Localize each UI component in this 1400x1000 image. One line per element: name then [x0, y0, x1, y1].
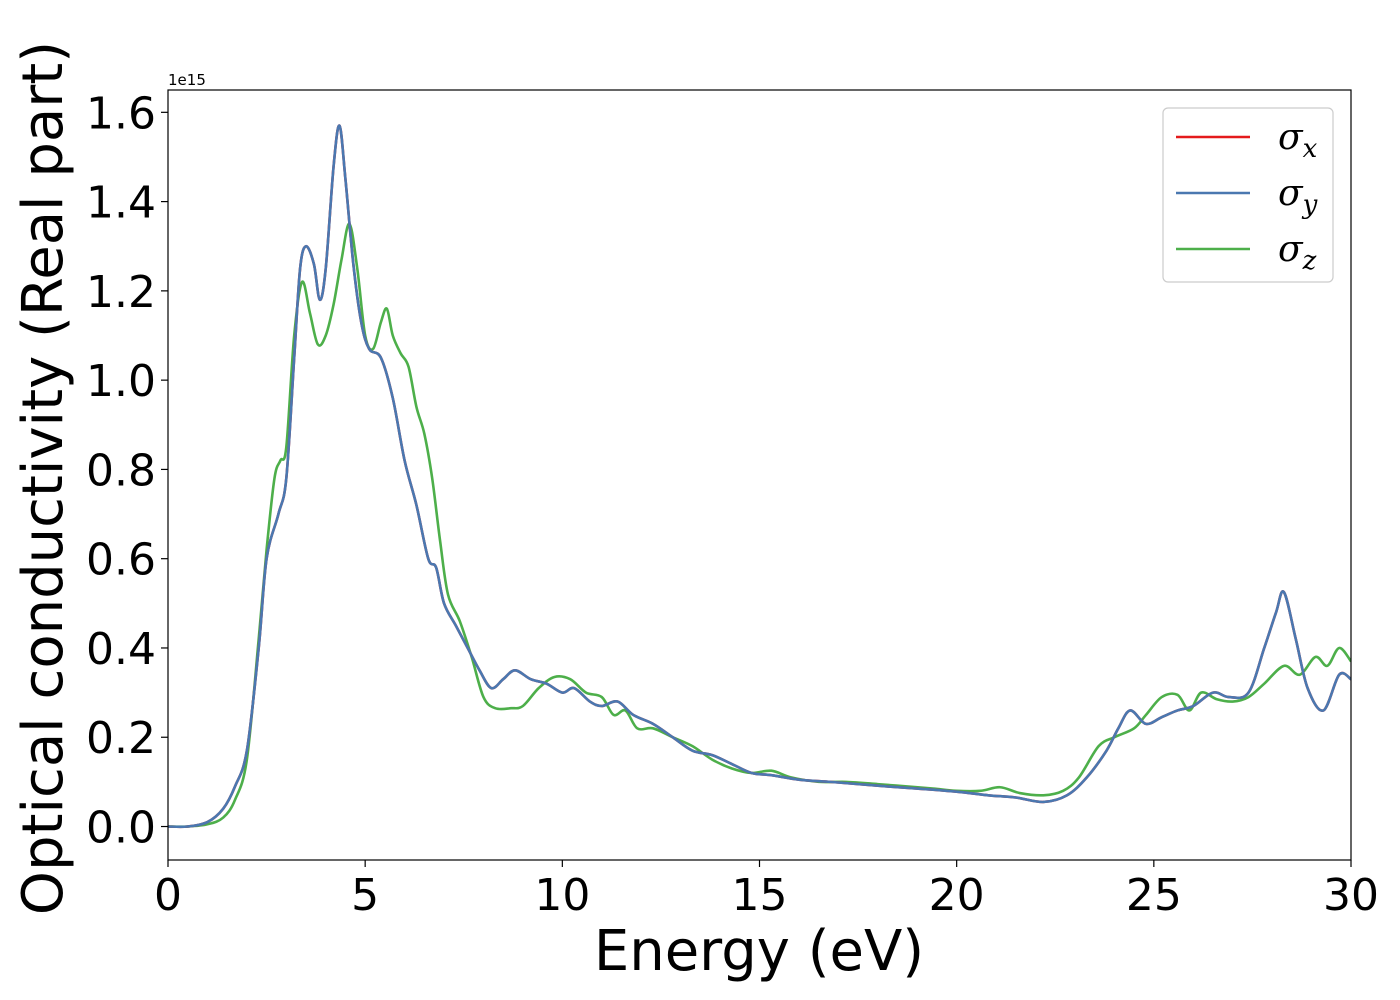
y-tick-label: 0.6	[86, 535, 156, 586]
x-tick-label: 25	[1126, 870, 1182, 921]
legend-label-x: σx	[1278, 117, 1318, 164]
y-tick-label: 0.0	[86, 803, 156, 854]
legend-label-z: σz	[1278, 229, 1317, 276]
x-tick-label: 10	[534, 870, 590, 921]
y-tick-label: 0.4	[86, 624, 156, 675]
x-tick-label: 15	[732, 870, 788, 921]
y-axis-label: Optical conductivity (Real part)	[11, 41, 76, 915]
y-tick-label: 1.0	[86, 356, 156, 407]
x-tick-label: 30	[1323, 870, 1379, 921]
legend: σx σy σz	[1162, 107, 1334, 283]
y-tick-label: 0.2	[86, 713, 156, 764]
series-line-z	[168, 222, 1351, 828]
y-tick-label: 1.6	[86, 88, 156, 139]
y-tick-label: 1.2	[86, 267, 156, 318]
x-tick-label: 20	[929, 870, 985, 921]
x-axis-label: Energy (eV)	[594, 919, 924, 984]
legend-box	[1162, 107, 1334, 283]
x-tick-label: 5	[351, 870, 379, 921]
y-axis-offset-label: 1e15	[168, 71, 206, 89]
y-tick-label: 0.8	[86, 445, 156, 496]
series-line-y	[168, 124, 1351, 829]
legend-label-y: σy	[1278, 173, 1318, 220]
x-tick-label: 0	[154, 870, 182, 921]
y-tick-label: 1.4	[86, 178, 156, 229]
axes: 0 5 10 15 20 25 30 0.0 0.2 0.4 0.6 0.8 1.0 1.2 1.4 1.6	[86, 88, 1379, 921]
plot-area	[168, 124, 1351, 829]
